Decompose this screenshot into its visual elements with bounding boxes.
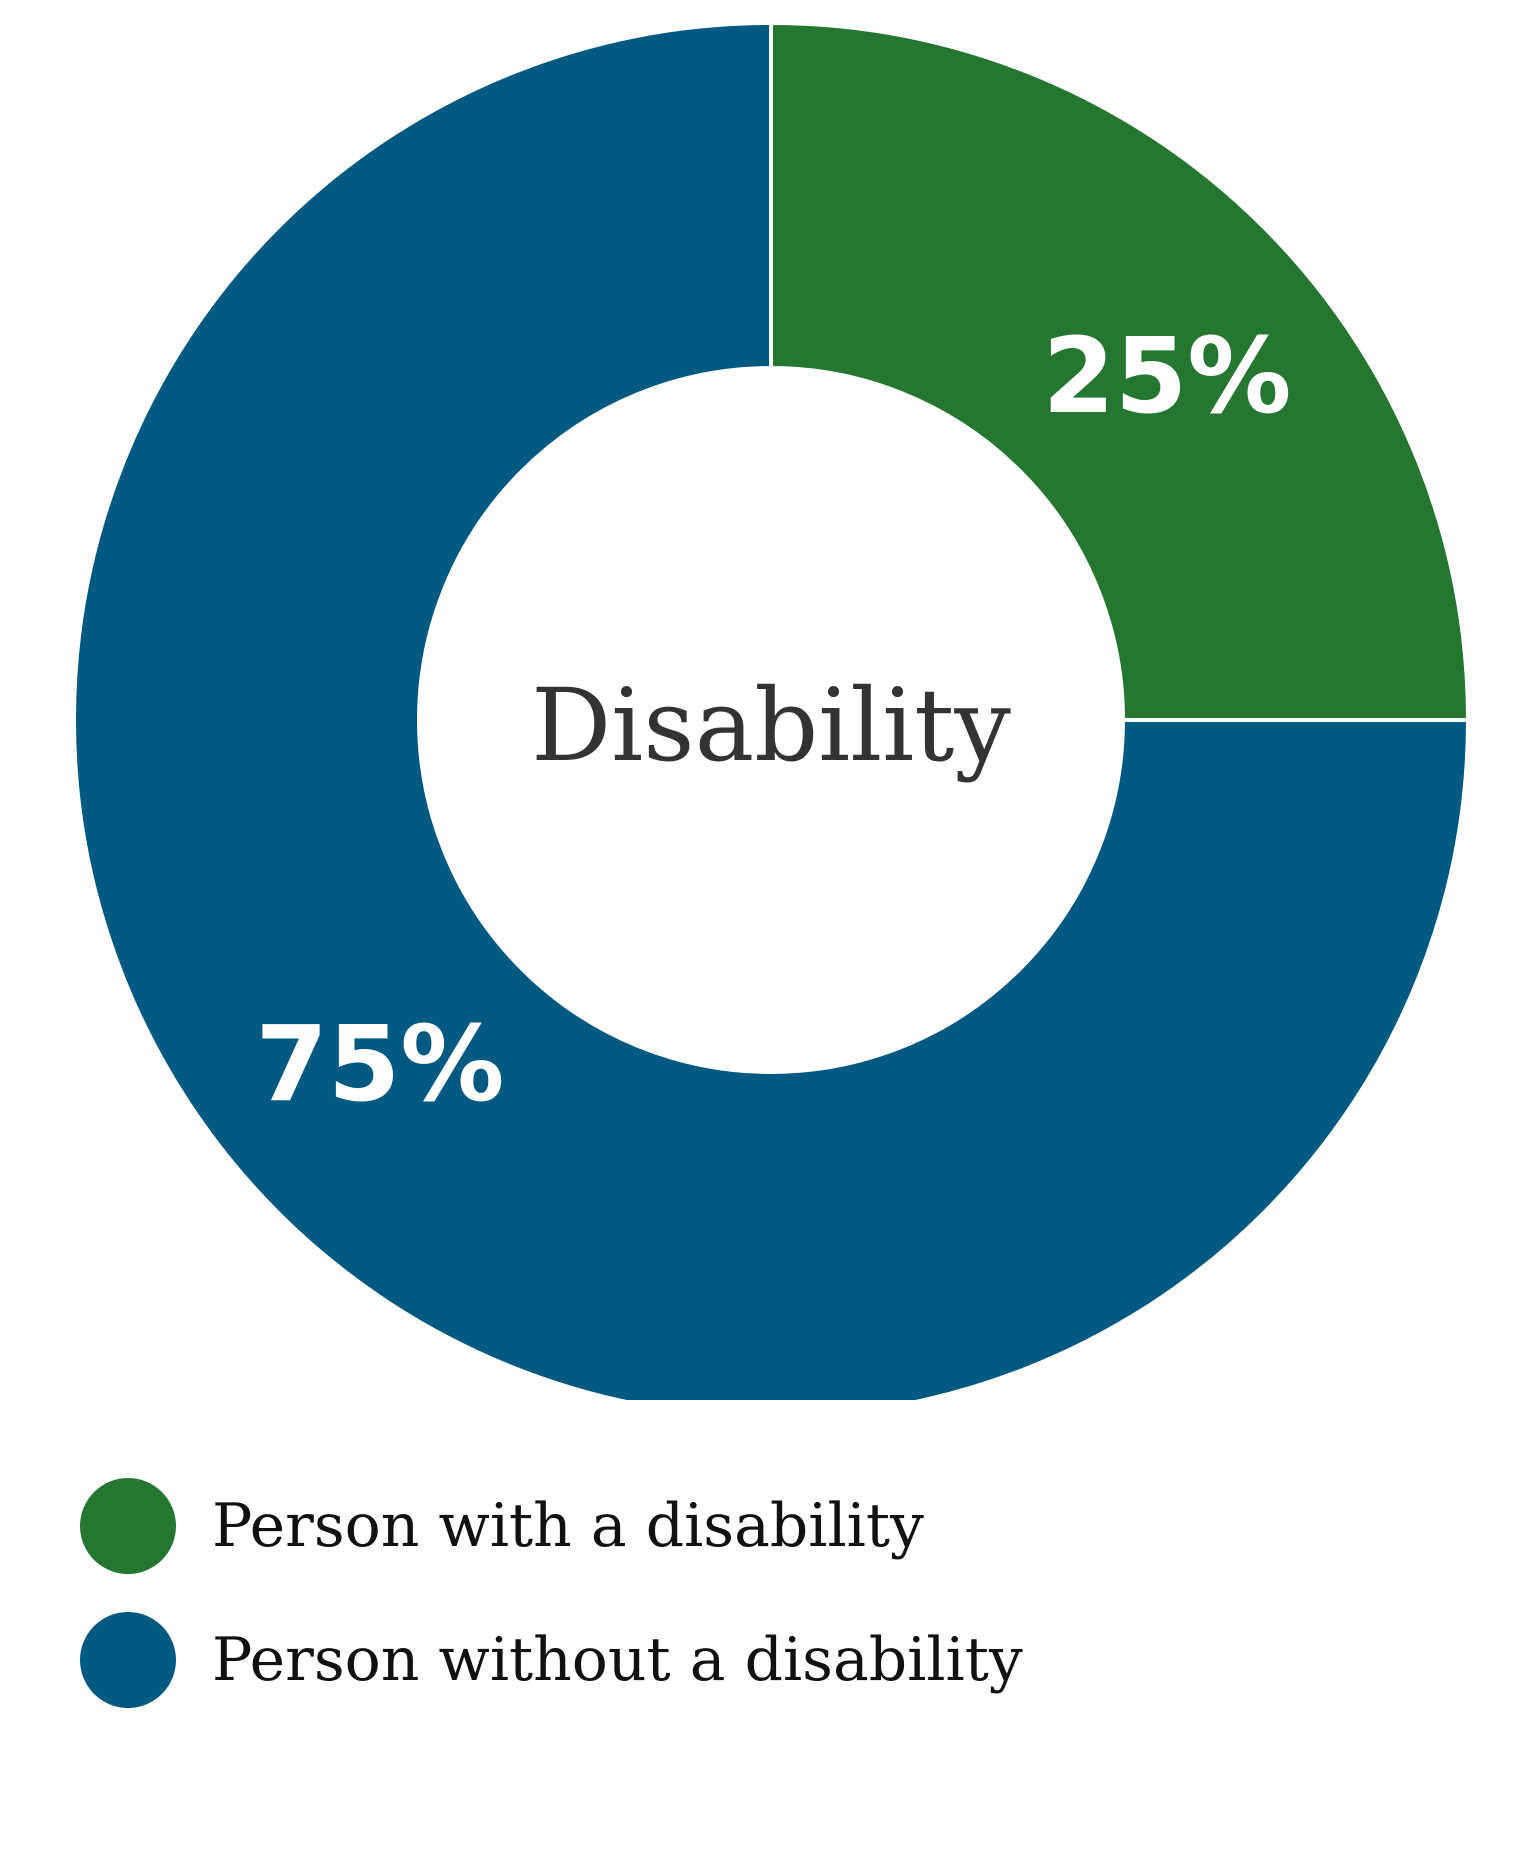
donut-slice-without-disability: [72, 20, 1471, 1400]
data-label-with-disability: 25%: [1043, 315, 1292, 437]
data-label-without-disability: 75%: [256, 1003, 505, 1125]
legend-item-without-disability: Person without a disability: [80, 1612, 1023, 1708]
donut-slice-with-disability: [769, 20, 1471, 722]
legend-item-with-disability: Person with a disability: [80, 1478, 924, 1574]
legend-label: Person with a disability: [212, 1491, 924, 1561]
legend-swatch: [80, 1478, 176, 1574]
donut-chart: Disability 25% 75%: [72, 20, 1471, 1400]
legend-swatch: [80, 1612, 176, 1708]
center-label: Disability: [531, 667, 1011, 784]
legend-label: Person without a disability: [212, 1625, 1023, 1695]
